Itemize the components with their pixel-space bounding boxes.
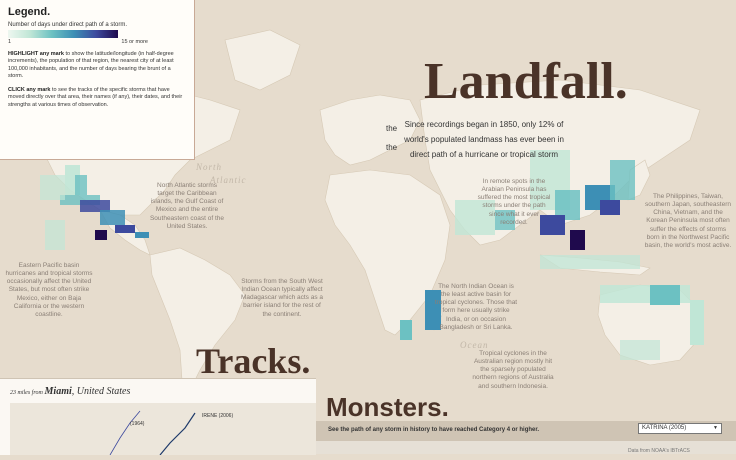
landfall-title: Landfall.	[424, 53, 628, 110]
tracks-storm-other[interactable]: (1964)	[130, 421, 145, 427]
monsters-bar	[316, 421, 736, 441]
tracks-map[interactable]: IRENE (2006) (1964)	[10, 403, 316, 456]
land-south-america	[149, 247, 246, 391]
landfall-intro-line2: world's populated landmass has ever been…	[404, 135, 564, 145]
tracks-title: Tracks.	[196, 341, 311, 381]
annotation-northwest-pacific: The Philippines, Taiwan, southern Japan,…	[644, 193, 732, 249]
legend-scale-min: 1	[8, 39, 12, 45]
annotation-south-west-indian: Storms from the South West Indian Ocean …	[240, 278, 323, 318]
storm-marks-atlantic[interactable]	[40, 165, 149, 250]
monsters-map[interactable]	[316, 441, 736, 454]
storm-marks-pacific[interactable]	[455, 150, 635, 250]
tracks-panel: 23 miles from Miami, United States IRENE…	[0, 378, 316, 456]
annotation-eastern-pacific: Eastern Pacific basin hurricanes and tro…	[5, 262, 93, 318]
monsters-caption: See the path of any storm in history to …	[328, 427, 540, 433]
land-greenland	[224, 29, 301, 91]
storm-marks-southern[interactable]	[400, 255, 704, 360]
legend-click-lead: CLICK any mark	[8, 86, 51, 93]
monsters-title: Monsters.	[326, 392, 449, 422]
legend-panel: Legend. Number of days under direct path…	[0, 0, 195, 160]
landfall-intro: Since recordings began in 1850, only 12%…	[398, 117, 570, 163]
water-label-atlantic: Atlantic	[210, 175, 247, 185]
legend-click-text: CLICK any mark to see the tracks of the …	[8, 87, 186, 109]
land-europe	[319, 94, 421, 166]
storm-select-value: KATRINA (2005)	[642, 425, 687, 431]
monsters-footer: Data from NOAA's IBTrACS	[628, 448, 690, 454]
tracks-storm-irene[interactable]: IRENE (2006)	[202, 413, 233, 419]
annotation-north-atlantic: North Atlantic storms target the Caribbe…	[149, 182, 225, 230]
legend-scale-title: Number of days under direct path of a st…	[8, 22, 128, 28]
annotation-australian: Tropical cyclones in the Australian regi…	[472, 350, 554, 390]
water-label-ocean: Ocean	[460, 340, 489, 350]
legend-click-body: to see the tracks of the specific storms…	[8, 86, 183, 108]
water-label-north: North	[196, 162, 223, 172]
legend-highlight-text: HIGHLIGHT any mark to show the latitude/…	[8, 51, 186, 81]
tracks-country: , United States	[71, 386, 131, 397]
tracks-header: 23 miles from Miami, United States	[10, 386, 130, 397]
legend-scale-labels: 1 15 or more	[8, 39, 148, 45]
tracks-city: Miami	[44, 386, 72, 397]
tracks-distance: 23 miles from	[10, 390, 43, 396]
landfall-intro-word-a: the	[386, 124, 398, 133]
landfall-intro-word-b: the	[386, 143, 398, 152]
storm-select[interactable]: KATRINA (2005) ▼	[638, 423, 722, 434]
legend-scale-max: 15 or more	[121, 39, 148, 45]
legend-title: Legend.	[8, 6, 51, 18]
legend-highlight-body: to show the latitude/longitude (in half-…	[8, 51, 174, 80]
chevron-down-icon: ▼	[713, 425, 718, 431]
landfall-intro-line1: Since recordings began in 1850, only 12%…	[404, 120, 564, 129]
landfall-intro-line3: direct path of a hurricane or tropical s…	[409, 150, 559, 160]
legend-highlight-lead: HIGHLIGHT any mark	[8, 51, 64, 57]
legend-color-scale	[8, 30, 118, 38]
annotation-north-indian: The North Indian Ocean is the least acti…	[434, 283, 518, 331]
annotation-remote-spots: In remote spots in the Arabian Peninsula…	[477, 178, 551, 226]
